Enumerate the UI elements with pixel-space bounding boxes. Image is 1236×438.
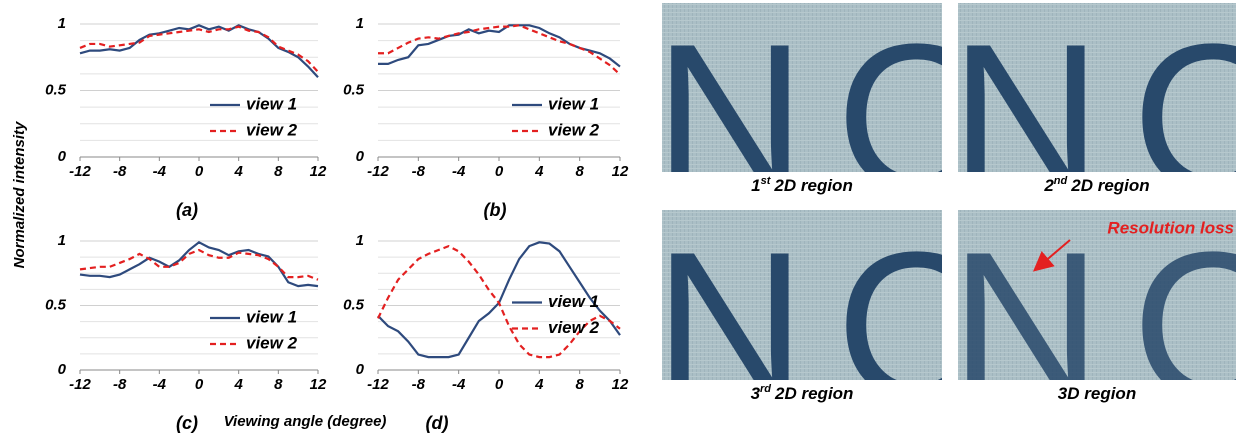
subplot-label: (d) — [426, 413, 449, 433]
x-tick-label: -8 — [113, 163, 127, 180]
caption-number: 2 — [1043, 176, 1054, 195]
photo-letters: NC — [950, 0, 1236, 235]
photo — [958, 3, 1236, 172]
x-tick-label: -12 — [367, 163, 389, 180]
y-tick-label: 0.5 — [343, 81, 365, 98]
x-tick-label: -4 — [153, 163, 167, 180]
x-tick-label: 0 — [495, 163, 504, 180]
x-tick-label: 12 — [612, 163, 629, 180]
series-line — [378, 24, 621, 76]
panel-caption: 3rd 2D region — [751, 383, 854, 404]
x-tick-label: 8 — [575, 163, 584, 180]
series-line — [79, 24, 319, 78]
x-axis-label: Viewing angle (degree) — [224, 413, 387, 430]
caption-text: 2D region — [774, 384, 853, 403]
series-line — [377, 244, 621, 359]
x-tick-label: 4 — [534, 163, 544, 180]
y-tick-label: 0.5 — [343, 296, 365, 313]
x-tick-label: -4 — [153, 376, 167, 393]
legend-label: view 1 — [246, 307, 297, 326]
series-line — [378, 24, 621, 68]
caption-suffix: nd — [1054, 175, 1068, 187]
x-tick-label: 0 — [495, 376, 504, 393]
y-tick-label: 1 — [356, 15, 364, 32]
x-tick-label: -4 — [452, 376, 466, 393]
subplot-label: (b) — [484, 200, 507, 220]
photo — [662, 3, 942, 172]
legend-label: view 2 — [548, 318, 600, 337]
x-tick-label: 4 — [233, 163, 243, 180]
caption-number: 1 — [751, 176, 760, 195]
subplot-label: (a) — [176, 200, 198, 220]
subplot-label: (c) — [176, 413, 198, 433]
legend-label: view 2 — [246, 120, 298, 139]
x-tick-label: 12 — [310, 376, 327, 393]
caption-suffix: st — [761, 175, 772, 187]
annotation-arrow — [1032, 239, 1071, 272]
x-tick-label: 8 — [274, 376, 283, 393]
x-tick-label: -8 — [412, 163, 426, 180]
caption-text: 3D region — [1058, 384, 1136, 403]
x-tick-label: -8 — [113, 376, 127, 393]
legend-label: view 1 — [548, 94, 599, 113]
x-tick-label: -12 — [367, 376, 389, 393]
y-tick-label: 1 — [58, 232, 66, 249]
x-tick-label: -8 — [412, 376, 426, 393]
legend-label: view 1 — [548, 292, 599, 311]
caption-number: 3 — [751, 384, 761, 403]
x-tick-label: 4 — [233, 376, 243, 393]
series-line — [79, 25, 319, 73]
y-tick-label: 0 — [356, 361, 365, 378]
panel-caption: 2nd 2D region — [1043, 175, 1149, 196]
x-tick-label: 8 — [274, 163, 283, 180]
y-tick-label: 0 — [58, 148, 67, 165]
caption-suffix: rd — [760, 383, 771, 395]
x-tick-label: 8 — [575, 376, 584, 393]
series-line — [79, 248, 319, 281]
x-tick-label: -12 — [69, 376, 91, 393]
photo — [958, 210, 1236, 380]
photo-letters: NC — [950, 208, 1236, 438]
x-tick-label: -12 — [69, 163, 91, 180]
caption-text: 2D region — [1070, 176, 1149, 195]
x-tick-label: 12 — [612, 376, 629, 393]
legend-label: view 2 — [548, 120, 600, 139]
caption-text: 2D region — [773, 176, 852, 195]
annotation: Resolution loss — [1107, 218, 1234, 237]
y-tick-label: 0.5 — [45, 81, 67, 98]
legend-label: view 1 — [246, 94, 297, 113]
x-tick-label: 4 — [534, 376, 544, 393]
x-tick-label: 0 — [195, 376, 204, 393]
y-tick-label: 0 — [356, 148, 365, 165]
y-axis-label: Normalized intensity — [11, 121, 28, 268]
series-line — [79, 240, 319, 288]
x-tick-label: 12 — [310, 163, 327, 180]
x-tick-label: 0 — [195, 163, 204, 180]
x-tick-label: -4 — [452, 163, 466, 180]
legend-label: view 2 — [246, 333, 298, 352]
panel-caption: 3D region — [1058, 384, 1136, 403]
panel-caption: 1st 2D region — [751, 175, 853, 196]
y-tick-label: 0.5 — [45, 296, 67, 313]
y-tick-label: 1 — [356, 232, 364, 249]
y-tick-label: 1 — [58, 15, 66, 32]
y-tick-label: 0 — [58, 361, 67, 378]
photo-letters: NC — [654, 208, 1017, 438]
photo — [662, 210, 942, 380]
photo-letters: NC — [654, 0, 1017, 235]
